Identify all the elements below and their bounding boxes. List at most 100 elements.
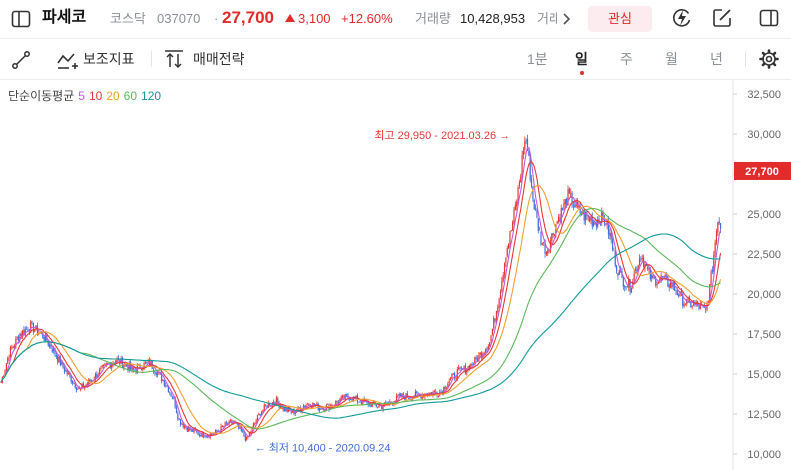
- candle-body: [414, 391, 417, 397]
- candle-body: [107, 362, 109, 364]
- period-week[interactable]: 주: [620, 51, 633, 67]
- candle-body: [324, 409, 326, 411]
- candle-body: [611, 239, 614, 250]
- price-chart[interactable]: 32,50030,00027,50025,00022,50020,00017,5…: [0, 80, 791, 470]
- candle-body: [663, 276, 665, 278]
- candle-body: [165, 384, 167, 386]
- indicators-button[interactable]: 보조지표: [83, 51, 135, 67]
- candle-body: [539, 229, 541, 231]
- candle-body: [196, 430, 198, 432]
- indicator-icon[interactable]: [56, 49, 80, 71]
- strategy-icon[interactable]: [163, 48, 187, 70]
- candle-body: [61, 361, 63, 365]
- panel-toggle-icon[interactable]: [758, 7, 780, 29]
- candle-body: [628, 279, 630, 288]
- period-1min[interactable]: 1분: [527, 51, 548, 67]
- candle-body: [713, 254, 715, 273]
- candle-body: [251, 426, 253, 433]
- candle-body: [552, 232, 554, 235]
- candle-body: [23, 329, 25, 335]
- active-period-indicator: [580, 71, 584, 75]
- candle-body: [205, 436, 207, 438]
- favorite-button[interactable]: 관심: [588, 6, 652, 32]
- candle-body: [428, 393, 430, 396]
- candle-body: [231, 419, 233, 424]
- candle-body: [567, 189, 569, 206]
- sidebar-toggle-icon[interactable]: [10, 8, 32, 30]
- candle-body: [698, 305, 700, 309]
- chevron-right-icon[interactable]: [560, 11, 574, 27]
- candle-body: [69, 372, 71, 376]
- y-tick-label: 25,000: [747, 209, 781, 221]
- candle-body: [498, 298, 500, 308]
- candle-body: [675, 289, 677, 292]
- candle-body: [397, 395, 399, 397]
- candle-body: [409, 398, 411, 399]
- candle-body: [66, 369, 68, 375]
- moving-average-line-5: [0, 147, 722, 438]
- candle-body: [489, 342, 491, 347]
- candle-body: [661, 276, 664, 278]
- candle-body: [5, 363, 7, 371]
- candle-body: [67, 372, 70, 375]
- candle-body: [709, 284, 711, 301]
- candle-body: [89, 379, 91, 382]
- candle-body: [255, 420, 257, 424]
- candle-body: [100, 367, 102, 369]
- candle-body: [144, 362, 147, 364]
- candle-body: [358, 401, 360, 403]
- edit-icon[interactable]: [710, 6, 734, 30]
- moving-average-line-10: [0, 161, 722, 436]
- strategy-button[interactable]: 매매전략: [193, 51, 245, 67]
- candle-body: [528, 151, 530, 156]
- candle-body: [173, 397, 175, 399]
- candle-body: [47, 341, 49, 346]
- candle-body: [185, 426, 187, 428]
- candle-body: [618, 270, 620, 275]
- candle-body: [583, 209, 585, 221]
- candle-body: [4, 369, 6, 376]
- candle-body: [140, 369, 142, 371]
- candle-body: [279, 406, 282, 409]
- candle-body: [115, 360, 117, 364]
- y-tick-label: 30,000: [747, 129, 781, 141]
- candle-body: [586, 211, 588, 217]
- candle-body: [128, 363, 130, 371]
- candle-body: [625, 286, 627, 288]
- candle-body: [59, 356, 61, 366]
- y-tick-label: 20,000: [747, 289, 781, 301]
- candle-body: [132, 367, 134, 371]
- period-day[interactable]: 일: [575, 51, 588, 67]
- candle-body: [613, 249, 615, 251]
- candle-body: [562, 208, 564, 211]
- candle-body: [680, 291, 682, 293]
- candle-body: [637, 265, 639, 273]
- moving-average-legend: 단순이동평균 5 10 20 60 120: [8, 90, 165, 102]
- candle-body: [215, 429, 217, 433]
- lightning-icon[interactable]: [670, 6, 694, 30]
- chart-toolbar: 보조지표 매매전략 1분 일 주 월 년: [0, 39, 791, 80]
- candle-body: [63, 367, 66, 372]
- candle-body: [26, 329, 28, 330]
- candle-body: [570, 193, 572, 195]
- candle-body: [717, 222, 719, 233]
- candle-body: [49, 344, 51, 347]
- candle-body: [512, 222, 514, 231]
- draw-line-icon[interactable]: [10, 49, 32, 71]
- candle-body: [259, 413, 261, 416]
- candle-body: [319, 408, 321, 411]
- candle-body: [359, 401, 361, 403]
- candle-body: [481, 352, 483, 358]
- stock-code: 037070: [157, 11, 201, 26]
- candle-body: [683, 304, 685, 307]
- candle-body: [175, 406, 178, 413]
- settings-gear-icon[interactable]: [758, 48, 780, 70]
- candle-body: [447, 383, 449, 388]
- candle-body: [503, 263, 506, 276]
- period-month[interactable]: 월: [665, 51, 678, 67]
- candle-body: [161, 373, 163, 382]
- period-year[interactable]: 년: [710, 51, 723, 67]
- candle-body: [643, 257, 645, 268]
- candle-body: [131, 366, 133, 370]
- candle-body: [96, 373, 98, 378]
